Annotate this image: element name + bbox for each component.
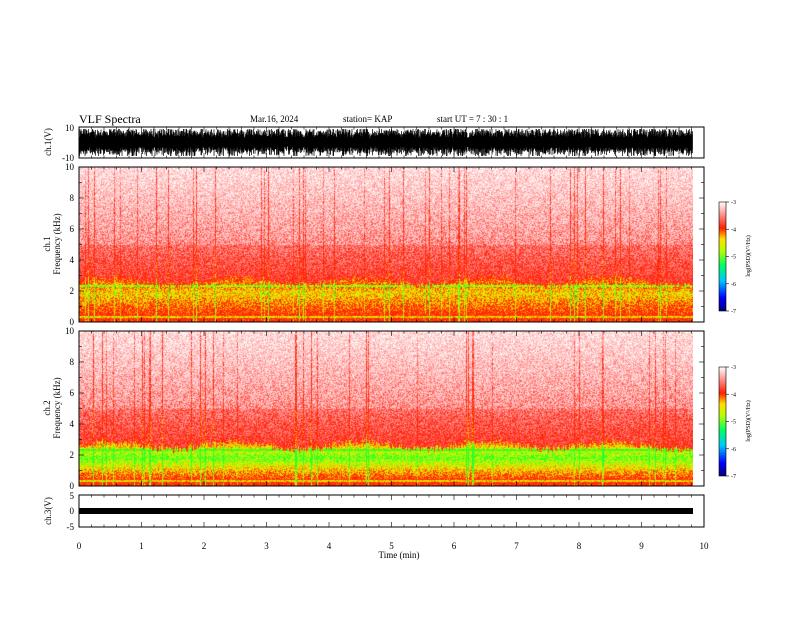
y-tick-label: 4 xyxy=(70,255,75,265)
ch1-colorbar-label: log(PSD)(V²/Hz) xyxy=(745,235,752,276)
x-tick-label-4: 4 xyxy=(327,541,332,551)
y-tick-label: 10 xyxy=(65,326,75,336)
x-tick-label-8: 8 xyxy=(577,541,582,551)
ch2-spectrogram-image xyxy=(79,331,693,486)
ch3-waveform-panel: 5 0 -5 ch.3(V) xyxy=(43,491,705,532)
x-axis-label: Time (min) xyxy=(379,550,420,560)
colorbar-tick-label: -7 xyxy=(731,309,736,315)
ch3-waveform-band xyxy=(79,508,693,514)
ch2-spectrogram-ylabel: ch.2 xyxy=(42,400,52,415)
station-label: station= KAP xyxy=(343,114,392,124)
y-tick-label: 2 xyxy=(70,450,75,460)
colorbar-tick-label: -3 xyxy=(731,200,736,206)
ch3-waveform-ylabel: ch.3(V) xyxy=(43,497,53,525)
ch1-waveform-line xyxy=(78,128,693,157)
colorbar-tick-label: -4 xyxy=(731,392,736,398)
ch1-spectrogram-yticks: 0 2 4 6 8 10 xyxy=(65,162,704,327)
ch3-waveform-ytick-bottom: -5 xyxy=(67,522,75,532)
ch2-spectrogram-freq-label: Frequency (kHz) xyxy=(52,377,62,438)
x-tick-label-6: 6 xyxy=(452,541,457,551)
ch1-colorbar-ticks: -3 -4 -5 -6 -7 xyxy=(726,200,736,315)
x-tick-label-7: 7 xyxy=(514,541,519,551)
figure-title: VLF Spectra xyxy=(79,112,141,126)
ch2-colorbar-label: log(PSD)(V²/Hz) xyxy=(745,400,752,441)
ch2-colorbar-ticks: -3 -4 -5 -6 -7 xyxy=(726,365,736,480)
ch1-colorbar-bar xyxy=(718,201,727,312)
x-axis-tick-labels: 0 1 2 3 4 5 6 7 8 9 10 xyxy=(77,541,709,551)
x-tick-label-5: 5 xyxy=(389,541,394,551)
x-tick-label-2: 2 xyxy=(202,541,207,551)
start-time-label: start UT = 7 : 30 : 1 xyxy=(437,114,508,124)
ch1-waveform-ytick-bottom: -10 xyxy=(62,153,74,163)
x-tick-label-10: 10 xyxy=(700,541,710,551)
ch1-waveform-ylabel: ch.1(V) xyxy=(43,128,53,156)
colorbar-tick-label: -7 xyxy=(731,474,736,480)
colorbar-tick-label: -3 xyxy=(731,365,736,371)
ch1-waveform-ytick-top: 10 xyxy=(65,123,75,133)
ch2-spectrogram-panel: 0 2 4 6 8 10 ch.2 Frequency (kHz) xyxy=(42,326,705,491)
x-tick-label-3: 3 xyxy=(264,541,269,551)
ch2-colorbar-bar xyxy=(718,366,727,477)
ch2-spectrogram-yticks: 0 2 4 6 8 10 xyxy=(65,326,704,491)
y-tick-label: 10 xyxy=(65,162,75,172)
y-tick-label: 0 xyxy=(70,481,75,491)
ch1-spectrogram-image xyxy=(79,167,693,322)
colorbar-tick-label: -6 xyxy=(731,447,736,453)
ch3-waveform-ytick-top: 5 xyxy=(70,491,75,501)
ch1-spectrogram-ylabel: ch.1 xyxy=(42,236,52,251)
colorbar-tick-label: -5 xyxy=(731,255,736,261)
ch2-colorbar: -3 -4 -5 -6 -7 log(PSD)(V²/Hz) xyxy=(718,365,752,480)
colorbar-tick-label: -4 xyxy=(731,227,736,233)
ch1-waveform-panel: 10 -10 ch.1(V) xyxy=(43,123,705,163)
ch1-colorbar: -3 -4 -5 -6 -7 log(PSD)(V²/Hz) xyxy=(718,200,752,315)
y-tick-label: 4 xyxy=(70,419,75,429)
y-tick-label: 8 xyxy=(70,193,75,203)
ch3-waveform-ytick-mid: 0 xyxy=(70,506,75,516)
colorbar-tick-label: -5 xyxy=(731,420,736,426)
y-tick-label: 6 xyxy=(70,388,75,398)
x-axis-ticks xyxy=(78,127,705,527)
y-tick-label: 8 xyxy=(70,357,75,367)
y-tick-label: 2 xyxy=(70,286,75,296)
colorbar-tick-label: -6 xyxy=(731,282,736,288)
x-tick-label-0: 0 xyxy=(77,541,82,551)
ch1-spectrogram-freq-label: Frequency (kHz) xyxy=(52,213,62,274)
date-label: Mar.16, 2024 xyxy=(250,114,299,124)
x-tick-label-1: 1 xyxy=(139,541,144,551)
x-tick-label-9: 9 xyxy=(639,541,644,551)
ch1-spectrogram-panel: 0 2 4 6 8 10 ch.1 Frequency (kHz) xyxy=(42,162,705,327)
y-tick-label: 6 xyxy=(70,224,75,234)
y-tick-label: 0 xyxy=(70,317,75,327)
